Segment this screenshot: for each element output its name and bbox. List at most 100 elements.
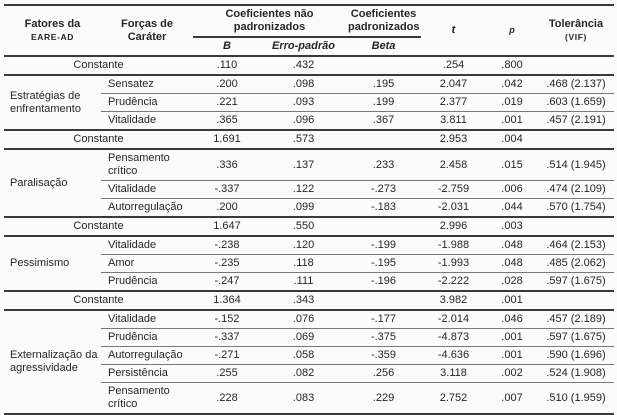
cell-beta: -.359 [346, 346, 421, 365]
cell-p: .028 [486, 272, 538, 291]
constant-row: Constante 1.364.343 3.982.001 [4, 290, 614, 311]
cell-p: .800 [486, 55, 538, 76]
cell-p: .048 [501, 239, 523, 251]
table-row: Externalização da agressividade Vitalidad… [4, 310, 614, 374]
cell-se: .069 [261, 328, 346, 347]
factor-group-label: Estratégias de enfrentamento [10, 89, 81, 115]
cell-tol: .468 (2.137) [546, 78, 606, 90]
factor-group-label: Pessimismo [10, 257, 70, 269]
cell-b: -.238 [214, 239, 240, 251]
cell-beta [346, 216, 421, 237]
cell-b: .110 [193, 55, 261, 76]
cell-tol: .590 (1.696) [538, 346, 614, 365]
header-tolerance: Tolerância (VIF) [538, 5, 614, 56]
cell-b: -.247 [193, 272, 261, 291]
cell-b: -.235 [193, 254, 261, 273]
cell-se: .118 [261, 254, 346, 273]
table-header: Fatores da EARE-AD Forças de Caráter Coe… [4, 5, 614, 56]
cell-b: 1.364 [193, 290, 261, 311]
cell-beta: -.196 [346, 272, 421, 291]
cell-p: .042 [501, 78, 523, 90]
cell-beta: -.375 [346, 328, 421, 347]
table-row: Persistência .255.082.256 3.118.002.524 (1… [4, 364, 614, 383]
header-std-line1: Coeficientes [350, 8, 417, 20]
table-row: Prudência -.247.111 -.196 -2.222.028.597 (1… [4, 272, 614, 291]
cell-se: .083 [261, 382, 346, 414]
cell-beta [346, 55, 421, 76]
table-row: Paralisação Pensamento crítico .336 .137 .23… [4, 149, 614, 189]
cell-se: .432 [261, 55, 346, 76]
cell-t: 2.953 [421, 129, 486, 150]
cell-b: .255 [193, 364, 261, 383]
cell-p: .003 [486, 216, 538, 237]
strength-label: Vitalidade [101, 180, 193, 199]
cell-tol: .597 (1.675) [538, 272, 614, 291]
constant-row: Constante 1.691.573 2.953.004 [4, 129, 614, 150]
header-strengths-line1: Forças de [121, 17, 173, 30]
cell-tol: .570 (1.754) [538, 198, 614, 217]
strength-label: Prudência [101, 328, 193, 347]
cell-tol [538, 129, 614, 150]
cell-se: .550 [261, 216, 346, 237]
cell-t: 2.377 [421, 93, 486, 112]
cell-tol [538, 55, 614, 76]
cell-beta: .229 [346, 382, 421, 414]
constant-row: Constante .110.432 .254.800 [4, 55, 614, 76]
cell-se: .099 [261, 198, 346, 217]
cell-t: -1.993 [421, 254, 486, 273]
cell-t: 3.811 [421, 111, 486, 130]
cell-t: -4.636 [421, 346, 486, 365]
cell-b: -.337 [193, 328, 261, 347]
cell-tol: .457 (2.191) [538, 111, 614, 130]
cell-beta: .233 [372, 158, 395, 171]
strength-label: Vitalidade [108, 313, 157, 325]
table-row: Vitalidade -.337.122 -.273 -2.759.006.474 (… [4, 180, 614, 199]
header-factors-line1: Fatores da [24, 17, 81, 30]
cell-p: .004 [486, 129, 538, 150]
cell-se: .082 [261, 364, 346, 383]
constant-row: Constante 1.647.550 2.996.003 [4, 216, 614, 237]
strength-label: Amor [101, 254, 193, 273]
cell-p: .046 [501, 313, 523, 325]
cell-p: .001 [486, 328, 538, 347]
cell-p: .001 [486, 290, 538, 311]
header-standardized-group: Coeficientes padronizados [346, 5, 421, 38]
constant-label: Constante [4, 290, 193, 311]
table-row: Pessimismo Vitalidade -.238 .120 -.199 -1.988… [4, 236, 614, 269]
cell-t: 2.996 [421, 216, 486, 237]
strength-label: Persistência [101, 364, 193, 383]
cell-tol: .514 (1.945) [546, 158, 606, 171]
header-b: B [223, 40, 231, 52]
cell-b: .200 [216, 78, 238, 90]
cell-beta [346, 129, 421, 150]
table-row: Vitalidade .365.096.367 3.811.001.457 (2.1… [4, 111, 614, 130]
cell-b: .221 [193, 93, 261, 112]
cell-t: 3.118 [421, 364, 486, 383]
cell-se: .058 [261, 346, 346, 365]
cell-p: .044 [486, 198, 538, 217]
strength-label: Autorregulação [101, 346, 193, 365]
cell-p: .048 [486, 254, 538, 273]
header-strengths-line2: Caráter [127, 30, 167, 43]
cell-beta: -.195 [346, 254, 421, 273]
cell-beta: -.273 [346, 180, 421, 199]
strength-label: Prudência [101, 93, 193, 112]
strength-label: Autorregulação [101, 198, 193, 217]
cell-t: -2.759 [421, 180, 486, 199]
cell-t: -2.014 [437, 313, 470, 325]
cell-tol: .485 (2.062) [538, 254, 614, 273]
cell-beta [346, 290, 421, 311]
cell-se: .137 [292, 158, 315, 171]
header-factors: Fatores da EARE-AD [4, 5, 101, 56]
cell-tol: .524 (1.908) [538, 364, 614, 383]
cell-p: .002 [486, 364, 538, 383]
cell-t: -1.988 [437, 239, 470, 251]
cell-t: 2.752 [421, 382, 486, 414]
cell-beta: .367 [346, 111, 421, 130]
cell-tol: .603 (1.659) [538, 93, 614, 112]
cell-p: .001 [486, 111, 538, 130]
table-row: Autorregulação -.271.058 -.359 -4.636.001.5… [4, 346, 614, 365]
cell-se: .098 [292, 78, 315, 90]
strength-label: Prudência [101, 272, 193, 291]
header-unstd-line1: Coeficientes não [225, 8, 314, 20]
